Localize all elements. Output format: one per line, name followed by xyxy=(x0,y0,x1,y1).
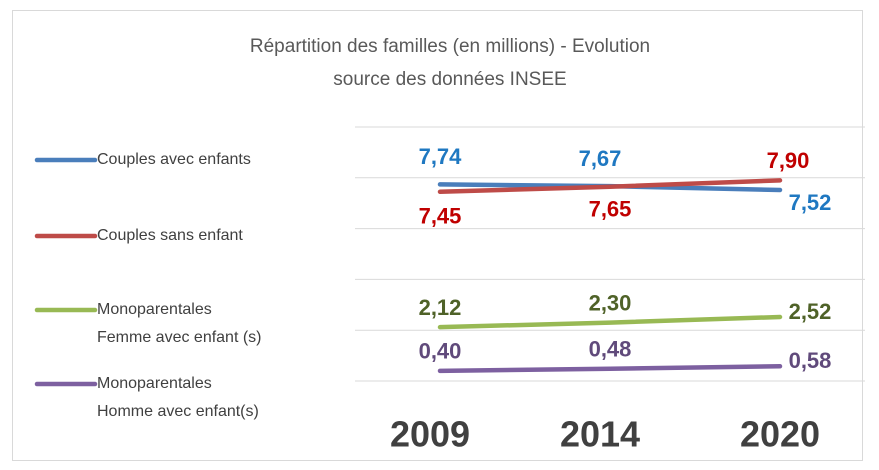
series-line xyxy=(437,178,783,195)
legend-line: Monoparentales xyxy=(97,301,212,318)
data-label: 7,52 xyxy=(789,190,832,215)
data-label: 2,52 xyxy=(789,299,832,324)
legend-line: Homme avec enfant(s) xyxy=(97,403,259,420)
data-label: 0,48 xyxy=(589,337,632,362)
legend-line: Monoparentales xyxy=(97,375,212,392)
chart-border xyxy=(12,10,863,461)
chart-title: Répartition des familles (en millions) -… xyxy=(250,36,650,57)
data-label: 7,65 xyxy=(589,197,632,222)
legend-line: Couples sans enfant xyxy=(97,227,243,244)
x-tick-label: 2020 xyxy=(740,414,820,455)
legend-line: Couples avec enfants xyxy=(97,151,251,168)
chart-subtitle: source des données INSEE xyxy=(333,69,566,90)
data-label: 2,12 xyxy=(419,295,462,320)
data-label: 7,67 xyxy=(579,146,622,171)
legend-label: Monoparentales Femme avec enfant (s) xyxy=(97,301,262,346)
data-label: 0,40 xyxy=(419,339,462,364)
legend-label: Couples avec enfants xyxy=(97,151,251,168)
series-line xyxy=(437,364,783,374)
data-label: 0,58 xyxy=(789,348,832,373)
legend-line: Femme avec enfant (s) xyxy=(97,329,262,346)
data-label: 7,74 xyxy=(419,144,463,169)
legend-label: Couples sans enfant xyxy=(97,227,243,244)
x-tick-label: 2009 xyxy=(390,414,470,455)
series-line xyxy=(437,314,783,330)
data-label: 7,45 xyxy=(419,204,462,229)
data-label: 2,30 xyxy=(589,290,632,315)
x-tick-label: 2014 xyxy=(560,414,640,455)
data-label: 7,90 xyxy=(767,148,810,173)
legend-label: Monoparentales Homme avec enfant(s) xyxy=(97,375,259,420)
